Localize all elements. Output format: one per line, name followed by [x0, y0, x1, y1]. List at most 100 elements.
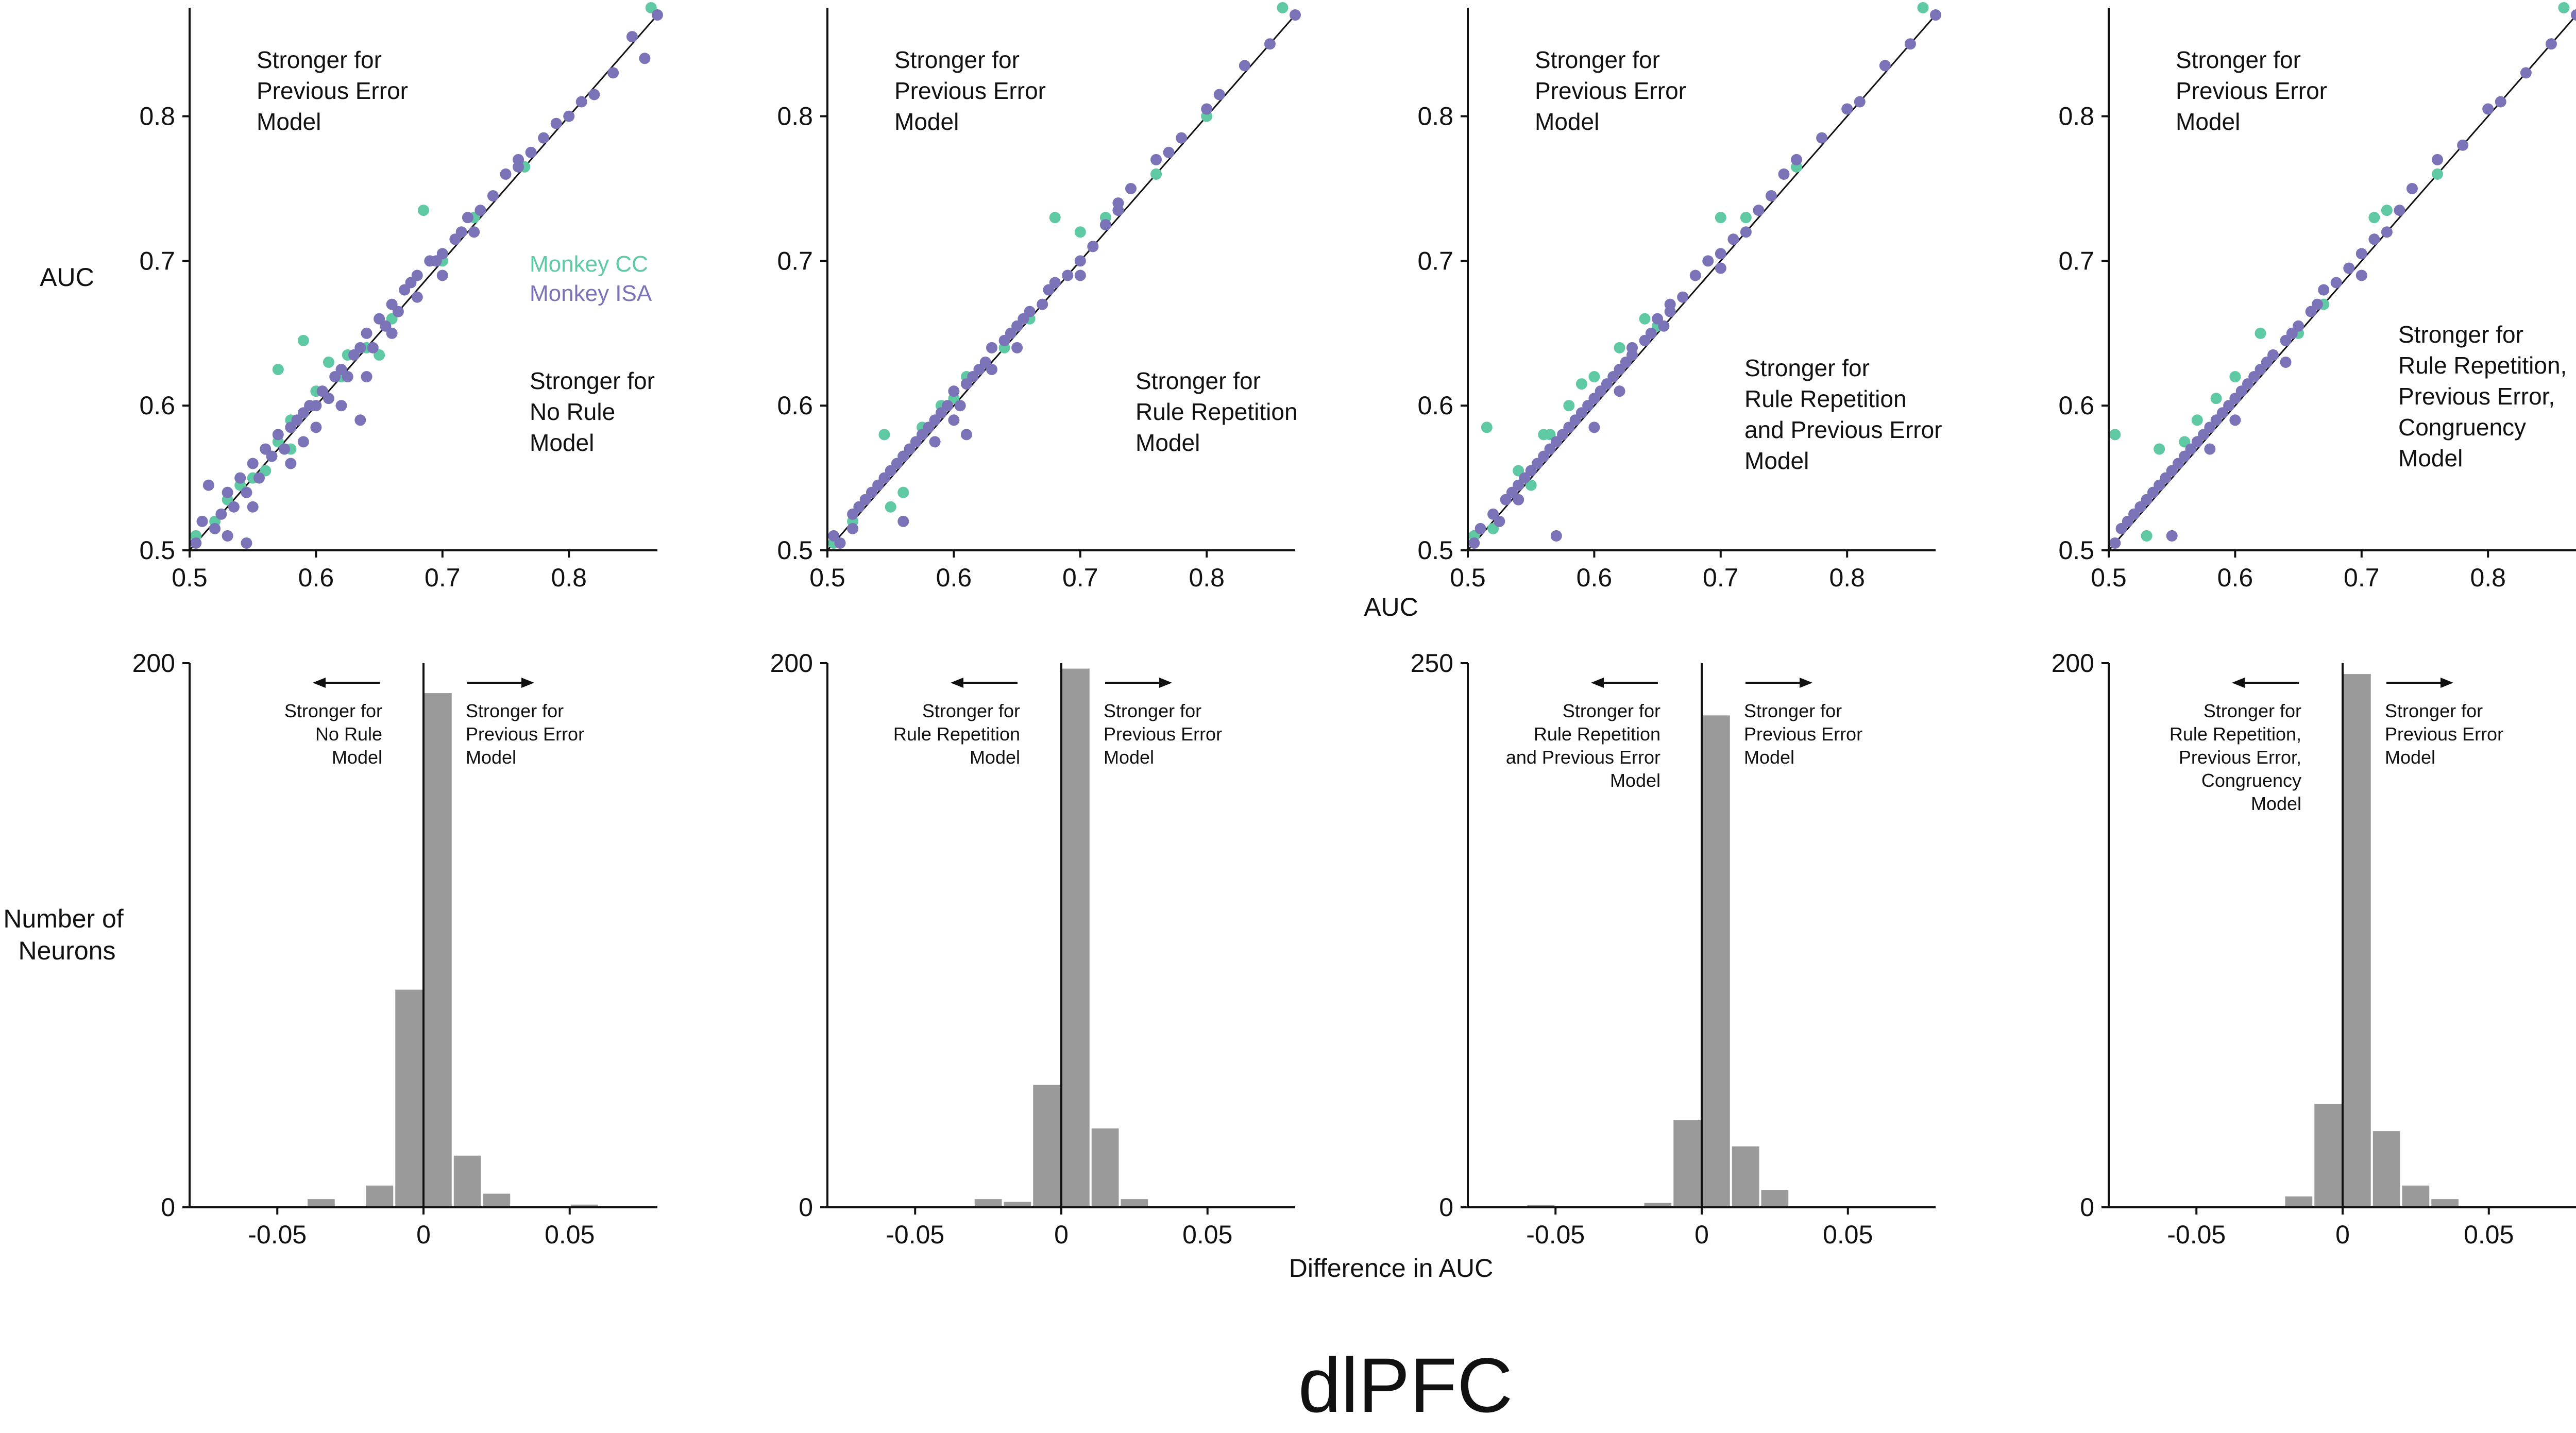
x-tick-label: 0 — [1694, 1220, 1709, 1249]
x-tick-label: 0.05 — [1823, 1220, 1873, 1249]
point-monkey-isa — [1765, 190, 1777, 202]
point-monkey-cc — [2381, 205, 2393, 216]
histogram-bar — [1527, 1205, 1555, 1207]
annotation-lower-line: Rule Repetition — [1136, 398, 1298, 425]
point-monkey-isa — [2343, 262, 2355, 274]
point-monkey-isa — [1011, 342, 1023, 353]
y-tick-label: 0.8 — [777, 102, 813, 131]
annotation-left-line: Model — [970, 747, 1020, 768]
point-monkey-isa — [2109, 537, 2121, 549]
point-monkey-cc — [2432, 168, 2444, 180]
y-tick-label: 0.5 — [2058, 536, 2094, 565]
annotation-left: Stronger for No Rule Model — [284, 700, 382, 768]
point-monkey-cc — [1740, 212, 1752, 224]
arrow-left-head — [313, 678, 326, 688]
annotation-right-line: Model — [466, 747, 516, 768]
point-monkey-isa — [1658, 320, 1670, 332]
point-monkey-isa — [1778, 168, 1790, 180]
y-tick-label: 0.8 — [139, 102, 175, 131]
point-monkey-isa — [986, 342, 998, 353]
point-monkey-isa — [367, 342, 379, 353]
point-monkey-isa — [1854, 96, 1866, 108]
point-monkey-isa — [1264, 38, 1276, 50]
x-tick-label: 0.8 — [2470, 563, 2506, 592]
point-monkey-isa — [2432, 154, 2444, 165]
point-monkey-cc — [1639, 313, 1651, 325]
x-tick-label: 0.7 — [1703, 563, 1739, 592]
annotation-upper-line: Previous Error — [257, 77, 408, 104]
point-monkey-isa — [652, 9, 663, 21]
annotation-right-line: Previous Error — [1744, 723, 1862, 745]
point-monkey-isa — [310, 400, 322, 412]
point-monkey-cc — [1538, 429, 1550, 441]
x-tick-label: 0.8 — [1829, 563, 1865, 592]
annotation-left-line: Rule Repetition, — [2170, 723, 2301, 745]
x-tick-label: -0.05 — [2167, 1220, 2226, 1249]
point-monkey-isa — [342, 371, 353, 383]
annotation-lower-line: Congruency — [2398, 414, 2526, 441]
point-monkey-isa — [1024, 306, 1036, 317]
annotation-right: Stronger for Previous Error Model — [1104, 700, 1222, 768]
point-monkey-isa — [1037, 298, 1048, 310]
annotation-right-line: Model — [1104, 747, 1154, 768]
annotation-lower-line: Model — [2398, 445, 2463, 471]
annotation-right-line: Previous Error — [466, 723, 584, 745]
point-monkey-cc — [1575, 378, 1587, 390]
annotation-left-line: No Rule — [315, 723, 382, 745]
y-tick-label: 200 — [132, 649, 175, 678]
point-monkey-isa — [1727, 233, 1739, 245]
annotation-lower-line: Stronger for — [1136, 367, 1261, 394]
point-monkey-isa — [575, 96, 587, 108]
annotation-left: Stronger for Rule Repetition, Previous Err… — [2170, 700, 2301, 814]
point-monkey-isa — [354, 342, 366, 353]
annotation-lower: Stronger for Rule Repetition and Previous … — [1744, 355, 1942, 474]
annotation-left-line: Model — [2251, 793, 2301, 814]
point-monkey-isa — [948, 385, 960, 397]
point-monkey-isa — [1904, 38, 1916, 50]
point-monkey-isa — [2368, 233, 2380, 245]
point-monkey-cc — [2229, 371, 2241, 383]
point-monkey-isa — [2229, 414, 2241, 426]
point-monkey-isa — [513, 161, 524, 173]
point-monkey-isa — [474, 205, 486, 216]
point-monkey-isa — [202, 479, 214, 491]
point-monkey-cc — [1563, 400, 1575, 412]
annotation-upper-line: Stronger for — [257, 46, 382, 73]
annotation-upper-line: Model — [1535, 108, 1599, 135]
arrow-left-head — [1591, 678, 1604, 688]
point-monkey-isa — [241, 486, 252, 498]
x-tick-label: 0.05 — [1182, 1220, 1232, 1249]
point-monkey-isa — [588, 89, 600, 100]
histogram-bar — [483, 1193, 511, 1207]
histogram-bar — [366, 1185, 394, 1207]
point-monkey-cc — [878, 429, 890, 441]
y-label-hist-line-2: Neurons — [19, 936, 116, 965]
point-monkey-isa — [190, 537, 202, 549]
point-monkey-isa — [1213, 89, 1225, 100]
x-tick-label: -0.05 — [248, 1220, 307, 1249]
point-monkey-cc — [2141, 530, 2153, 542]
point-monkey-isa — [1290, 9, 1301, 21]
histogram-bar — [1091, 1128, 1119, 1207]
y-tick-label: 0.8 — [1417, 102, 1453, 131]
y-tick-label: 0.5 — [1417, 536, 1453, 565]
annotation-upper-line: Model — [2176, 108, 2240, 135]
point-monkey-isa — [550, 117, 562, 129]
point-monkey-cc — [1074, 226, 1086, 238]
y-tick-label: 0 — [799, 1193, 813, 1222]
point-monkey-isa — [960, 429, 972, 441]
point-monkey-isa — [929, 436, 941, 448]
point-monkey-isa — [1062, 269, 1074, 281]
annotation-right: Stronger for Previous Error Model — [466, 700, 584, 768]
annotation-lower-line: Model — [1744, 447, 1809, 474]
x-tick-label: 0.8 — [1189, 563, 1225, 592]
point-monkey-isa — [1677, 291, 1689, 303]
point-monkey-isa — [1150, 154, 1162, 165]
point-monkey-isa — [1087, 241, 1099, 252]
x-tick-label: -0.05 — [1526, 1220, 1585, 1249]
annotation-upper-line: Model — [257, 108, 321, 135]
point-monkey-isa — [1049, 277, 1061, 289]
point-monkey-cc — [297, 334, 309, 346]
